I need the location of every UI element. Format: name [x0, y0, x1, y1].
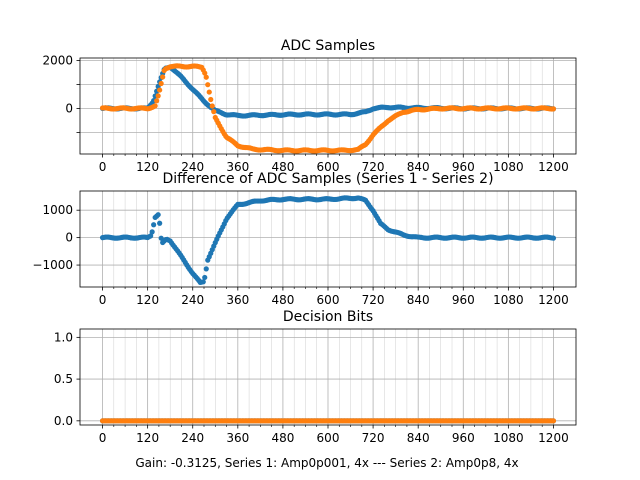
- data-point: [157, 87, 163, 93]
- x-tick-label: 120: [136, 293, 159, 307]
- y-tick-label: 0.0: [54, 414, 73, 428]
- data-point: [154, 98, 160, 104]
- data-point: [202, 70, 208, 76]
- x-tick-label: 1080: [493, 160, 524, 174]
- x-axis: 0 120 240 360 480 600 720 840 960 1080 1200: [99, 287, 569, 307]
- data-point: [155, 212, 161, 218]
- y-tick-label: 0: [65, 101, 73, 115]
- data-point: [152, 103, 158, 109]
- y-axis: 0 2000: [42, 53, 80, 133]
- data-point: [550, 235, 557, 241]
- x-tick-label: 480: [271, 431, 294, 445]
- data-point: [203, 74, 209, 80]
- x-tick-label: 720: [362, 160, 385, 174]
- data-point: [158, 80, 164, 87]
- data-point: [211, 109, 217, 115]
- x-tick-label: 360: [226, 160, 249, 174]
- x-tick-label: 1200: [538, 160, 569, 174]
- figure-caption: Gain: -0.3125, Series 1: Amp0p001, 4x --…: [135, 456, 518, 470]
- x-tick-label: 600: [317, 431, 340, 445]
- data-point: [155, 93, 161, 99]
- chart-decision-bits: 0 120 240 360 480 600 720 840 960 1080 1200 0.0 0.5 1…: [54, 309, 577, 445]
- series-2: [99, 418, 557, 424]
- chart-difference: 0 120 240 360 480 600 720 840 960 1080 1200 −1000 0 1…: [32, 171, 577, 307]
- chart-title: Decision Bits: [283, 309, 373, 325]
- data-point: [200, 279, 206, 285]
- x-tick-label: 240: [181, 293, 204, 307]
- y-tick-label: −1000: [32, 258, 73, 272]
- x-tick-label: 1080: [493, 293, 524, 307]
- data-point: [550, 418, 557, 424]
- data-point: [550, 106, 557, 112]
- chart-title: Difference of ADC Samples (Series 1 - Se…: [162, 171, 493, 187]
- x-tick-label: 1080: [493, 431, 524, 445]
- x-axis: 0 120 240 360 480 600 720 840 960 1080 1200: [99, 425, 569, 445]
- x-tick-label: 120: [136, 160, 159, 174]
- chart-title: ADC Samples: [281, 38, 375, 54]
- x-tick-label: 0: [99, 160, 107, 174]
- x-tick-label: 840: [407, 431, 430, 445]
- data-point: [149, 229, 155, 235]
- data-point: [206, 89, 212, 95]
- data-point: [208, 96, 214, 103]
- y-tick-label: 0.5: [54, 372, 73, 386]
- data-point: [209, 103, 215, 109]
- x-tick-label: 0: [99, 293, 107, 307]
- y-axis: 0.0 0.5 1.0: [54, 330, 80, 428]
- y-tick-label: 1000: [42, 203, 73, 217]
- x-tick-label: 720: [362, 293, 385, 307]
- data-point: [202, 274, 208, 281]
- x-axis: 0 120 240 360 480 600 720 840 960 1080 1200: [99, 154, 569, 174]
- data-point: [151, 222, 157, 228]
- x-tick-label: 120: [136, 431, 159, 445]
- data-point: [148, 233, 154, 239]
- x-tick-label: 480: [271, 160, 294, 174]
- x-tick-label: 0: [99, 431, 107, 445]
- chart-adc-samples: 0 120 240 360 480 600 720 840 960 1080 1200 0 2000 AD…: [42, 38, 577, 174]
- x-tick-label: 1200: [538, 431, 569, 445]
- x-tick-label: 840: [407, 160, 430, 174]
- x-tick-label: 360: [226, 431, 249, 445]
- series-1: [99, 195, 557, 286]
- data-point: [203, 266, 209, 272]
- y-axis: −1000 0 1000: [32, 203, 80, 272]
- x-tick-label: 240: [181, 431, 204, 445]
- y-tick-label: 0: [65, 231, 73, 245]
- y-tick-label: 1.0: [54, 330, 73, 344]
- x-tick-label: 960: [452, 160, 475, 174]
- y-tick-label: 2000: [42, 53, 73, 67]
- data-point: [205, 82, 211, 88]
- x-tick-label: 960: [452, 431, 475, 445]
- grid: [80, 329, 576, 425]
- x-tick-label: 600: [317, 160, 340, 174]
- x-tick-label: 1200: [538, 293, 569, 307]
- x-tick-label: 600: [317, 293, 340, 307]
- series-2: [99, 63, 557, 154]
- x-tick-label: 720: [362, 431, 385, 445]
- x-tick-label: 360: [226, 293, 249, 307]
- x-tick-label: 480: [271, 293, 294, 307]
- x-tick-label: 960: [452, 293, 475, 307]
- x-tick-label: 840: [407, 293, 430, 307]
- data-point: [157, 220, 163, 226]
- data-point: [160, 74, 166, 80]
- x-tick-label: 240: [181, 160, 204, 174]
